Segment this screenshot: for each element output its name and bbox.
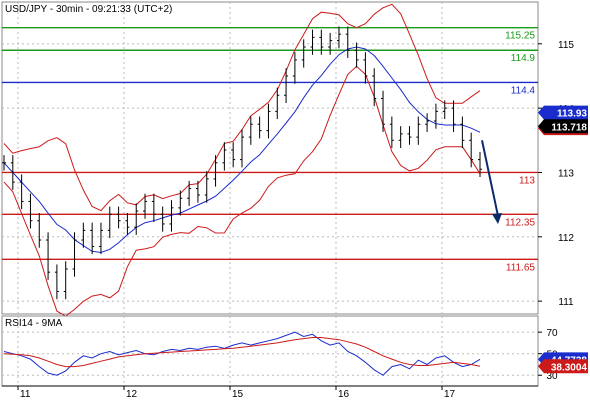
level-label: 114.9 — [511, 53, 536, 64]
level-label: 112.35 — [505, 217, 535, 228]
price-tag-label: 113.93 — [557, 109, 587, 120]
y-tick-label: 111 — [558, 297, 574, 308]
rsi-grid — [2, 316, 538, 386]
price-tag — [538, 119, 588, 134]
y-tick-label: 115 — [558, 40, 574, 51]
price-panel-frame — [1, 1, 539, 315]
lower-band-line — [3, 65, 481, 317]
rsi-y-tick-label: 30 — [546, 371, 558, 382]
price-panel: 115.25 114.9 114.4 113 112.35 111.65 USD/JPY … — [1, 1, 539, 317]
y-tick-label: 112 — [558, 233, 574, 244]
level-label: 115.25 — [505, 31, 535, 42]
rsi-series-line — [3, 331, 481, 376]
level-label: 113 — [519, 175, 535, 186]
projection-arrow-head — [492, 212, 502, 224]
rsi-panel: RSI14 - 9MA — [1, 315, 539, 387]
y-tick-label: 113 — [558, 168, 574, 179]
level-label: 111.65 — [506, 262, 536, 273]
time-tick-label: 11 — [20, 389, 31, 400]
time-tick-label: 12 — [126, 389, 138, 400]
rsi-lines — [3, 331, 481, 376]
time-tick-label: 16 — [338, 389, 350, 400]
time-axis: 11 12 15 16 17 — [2, 385, 538, 400]
price-tag-label: 113.718 — [551, 122, 587, 133]
rsi-panel-frame — [1, 315, 539, 387]
time-tick-label: 15 — [232, 389, 244, 400]
projection-arrow-shaft — [481, 140, 499, 217]
rsi-tag-label: 38.3004 — [551, 362, 588, 373]
price-bars — [2, 26, 482, 300]
projection-arrow — [481, 140, 502, 224]
price-chart-title: USD/JPY - 30min - 09:21:33 (UTC+2) — [5, 4, 172, 15]
rsi-tag — [538, 359, 588, 374]
rsi-tags: 44.773838.3004 — [538, 352, 588, 374]
rsi-y-tick-label: 70 — [546, 328, 558, 339]
level-label: 114.4 — [511, 85, 536, 96]
support-resistance-levels: 115.25 114.9 114.4 113 112.35 111.65 — [2, 27, 538, 273]
price-tag — [538, 105, 588, 120]
time-tick-label: 17 — [444, 389, 456, 400]
rsi-chart-title: RSI14 - 9MA — [5, 318, 63, 329]
rsi-series-line — [3, 337, 481, 368]
